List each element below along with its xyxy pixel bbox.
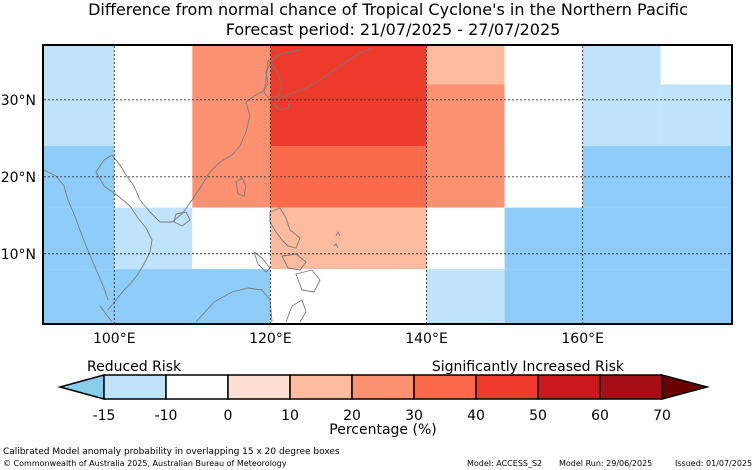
colorbar-left-label: Reduced Risk: [87, 359, 182, 375]
coastline-hainan: [173, 211, 191, 227]
colorbar-segment: [351, 374, 415, 400]
footer-issued: Issued: 01/07/2025: [675, 459, 753, 468]
risk-cell: [192, 46, 271, 147]
colorbar-under-arrow: [57, 374, 105, 400]
footer-copyright: © Commonwealth of Australia 2025, Austra…: [3, 459, 287, 468]
risk-cell: [660, 46, 731, 85]
colorbar-segment: [227, 374, 291, 400]
risk-cell: [504, 46, 583, 147]
coastline-sulawesi: [285, 299, 307, 323]
risk-cell: [114, 84, 193, 147]
lon-tick-label: 120°E: [249, 331, 292, 347]
coastline-vietnam: [95, 154, 153, 311]
colorbar-right-label: Significantly Increased Risk: [432, 359, 625, 375]
risk-cell: [582, 46, 661, 147]
colorbar-segment: [537, 374, 601, 400]
risk-cell: [660, 84, 731, 147]
coastline-visayas: [281, 253, 307, 271]
colorbar-segment: [413, 374, 477, 400]
colorbar-segment: [289, 374, 353, 400]
colorbar-segment: [599, 374, 663, 400]
colorbar-tick-label: 60: [591, 408, 609, 424]
coastline-luzon: [269, 207, 301, 249]
coastline-china-mainland: [111, 49, 301, 223]
risk-cell: [504, 269, 731, 323]
risk-cell: [426, 207, 505, 270]
colorbar: -15 -10 0 10 20 30 40 50 60 70: [57, 374, 710, 424]
footer-model: Model: ACCESS_S2: [467, 459, 543, 468]
lat-tick-label: 20°N: [1, 170, 36, 186]
risk-cell: [504, 207, 731, 270]
lat-tick-label: 10°N: [1, 247, 36, 263]
colorbar-tick-label: 10: [281, 408, 299, 424]
map-title-line2: Forecast period: 21/07/2025 - 27/07/2025: [226, 20, 561, 39]
coastline-korea: [263, 59, 283, 101]
risk-cell: [270, 46, 427, 147]
colorbar-axis-label: Percentage (%): [329, 422, 436, 438]
coastline-taiwan: [235, 177, 247, 197]
coastline-indochina-west: [43, 169, 109, 301]
coastline-palawan: [253, 251, 271, 273]
map-frame: [42, 44, 733, 325]
coastline-mariana-islands: [333, 231, 341, 249]
lon-tick-label: 100°E: [93, 331, 136, 347]
risk-cell: [426, 84, 505, 147]
coastline-japan-kyushu: [273, 99, 291, 111]
lon-tick-label: 140°E: [405, 331, 448, 347]
axis-labels-layer: 100°E 120°E 140°E 160°E 10°N 20°N 30°N: [1, 93, 604, 347]
graticule-layer: [44, 46, 731, 323]
colorbar-segment: [103, 374, 167, 400]
risk-cell: [426, 269, 505, 323]
risk-cell: [192, 207, 271, 270]
risk-cells-layer: [44, 46, 731, 323]
coastline-layer: [43, 47, 373, 323]
footer-description: Calibrated Model anomaly probability in …: [3, 447, 340, 457]
coastline-malay-peninsula: [99, 305, 113, 323]
risk-cell: [114, 46, 193, 85]
colorbar-segment: [475, 374, 539, 400]
risk-cell: [44, 146, 115, 208]
risk-cell: [270, 269, 427, 323]
risk-cell: [44, 207, 115, 270]
risk-cell: [44, 269, 271, 323]
colorbar-tick-label: 70: [653, 408, 671, 424]
colorbar-tick-label: 20: [343, 408, 361, 424]
colorbar-segment: [165, 374, 229, 400]
coastline-japan: [275, 47, 373, 101]
risk-cell: [44, 46, 115, 147]
risk-cell: [270, 207, 427, 270]
colorbar-tick-label: -15: [93, 408, 116, 424]
lon-tick-label: 160°E: [561, 331, 604, 347]
coastline-mindanao: [295, 269, 321, 293]
colorbar-tick-label: 50: [529, 408, 547, 424]
colorbar-over-arrow: [661, 374, 710, 400]
map-title-line1: Difference from normal chance of Tropica…: [88, 0, 688, 19]
colorbar-tick-label: 0: [224, 408, 233, 424]
colorbar-tick-label: 40: [467, 408, 485, 424]
footer-model-run: Model Run: 29/06/2025: [559, 459, 653, 468]
risk-cell: [114, 207, 193, 270]
risk-cell: [426, 46, 505, 85]
lat-tick-label: 30°N: [1, 93, 36, 109]
colorbar-tick-label: -10: [155, 408, 178, 424]
colorbar-tick-label: 30: [405, 408, 423, 424]
